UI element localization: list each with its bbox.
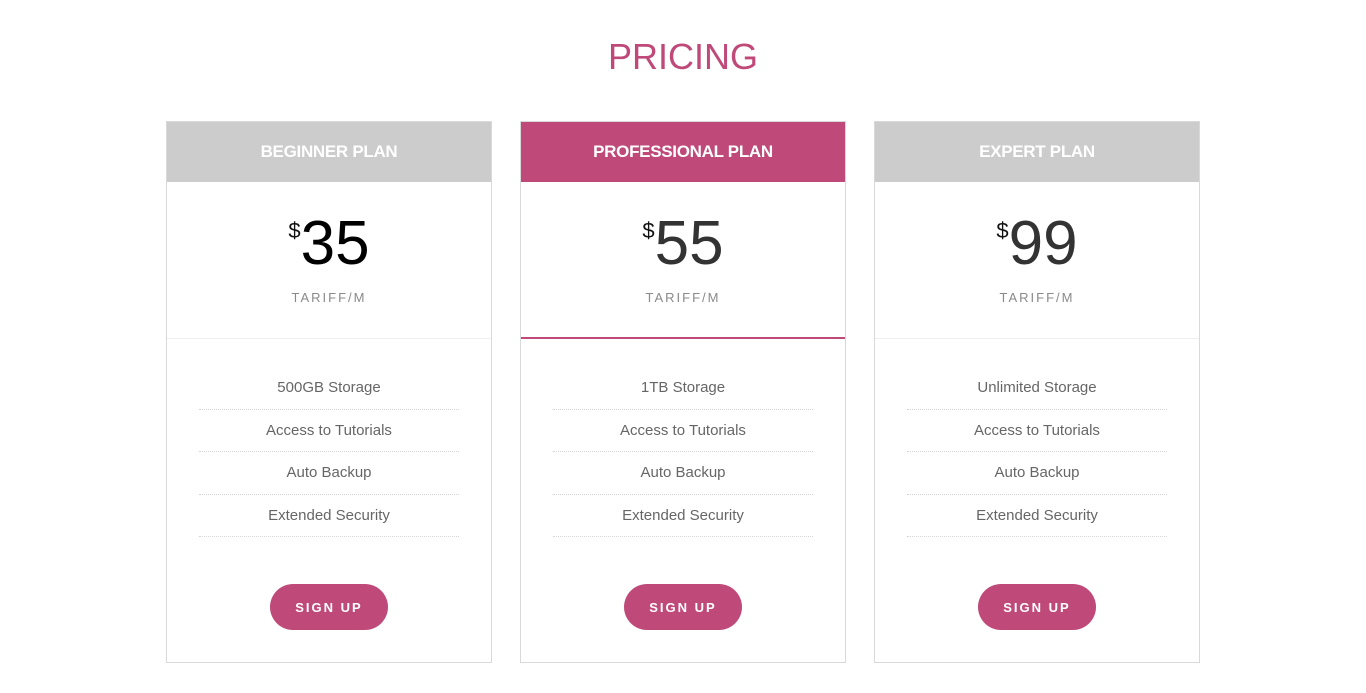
feature-item: Auto Backup [907, 452, 1167, 495]
pricing-card-expert: EXPERT PLAN $99 TARIFF/M Unlimited Stora… [874, 121, 1200, 663]
plan-name: PROFESSIONAL PLAN [521, 122, 845, 182]
price: $55 [521, 208, 845, 279]
feature-item: Auto Backup [553, 452, 813, 495]
sign-up-button[interactable]: SIGN UP [978, 584, 1096, 630]
price-amount: 99 [1008, 209, 1078, 278]
price-box: $35 TARIFF/M [167, 182, 491, 339]
sign-up-button[interactable]: SIGN UP [270, 584, 388, 630]
pricing-card-professional: PROFESSIONAL PLAN $55 TARIFF/M 1TB Stora… [520, 121, 846, 663]
feature-item: Unlimited Storage [907, 367, 1167, 410]
feature-item: Auto Backup [199, 452, 459, 495]
feature-item: 500GB Storage [199, 367, 459, 410]
feature-item: Extended Security [199, 495, 459, 537]
price-amount: 35 [300, 209, 370, 278]
page-title: PRICING [607, 36, 758, 77]
feature-item: Access to Tutorials [553, 410, 813, 452]
currency-symbol: $ [996, 218, 1009, 243]
price-box: $55 TARIFF/M [521, 182, 845, 339]
price-box: $99 TARIFF/M [875, 182, 1199, 339]
price-amount: 55 [654, 209, 724, 278]
price: $35 [167, 208, 491, 279]
price: $99 [875, 208, 1199, 279]
plan-name: BEGINNER PLAN [167, 122, 491, 182]
price-period: TARIFF/M [291, 290, 367, 305]
feature-list: Unlimited Storage Access to Tutorials Au… [907, 367, 1167, 537]
feature-item: Access to Tutorials [199, 410, 459, 452]
currency-symbol: $ [642, 218, 655, 243]
sign-up-button[interactable]: SIGN UP [624, 584, 742, 630]
feature-item: Extended Security [553, 495, 813, 537]
feature-item: 1TB Storage [553, 367, 813, 410]
feature-item: Access to Tutorials [907, 410, 1167, 452]
price-period: TARIFF/M [999, 290, 1075, 305]
feature-list: 1TB Storage Access to Tutorials Auto Bac… [553, 367, 813, 537]
feature-item: Extended Security [907, 495, 1167, 537]
currency-symbol: $ [288, 218, 301, 243]
pricing-card-beginner: BEGINNER PLAN $35 TARIFF/M 500GB Storage… [166, 121, 492, 663]
feature-list: 500GB Storage Access to Tutorials Auto B… [199, 367, 459, 537]
price-period: TARIFF/M [645, 290, 721, 305]
plan-name: EXPERT PLAN [875, 122, 1199, 182]
